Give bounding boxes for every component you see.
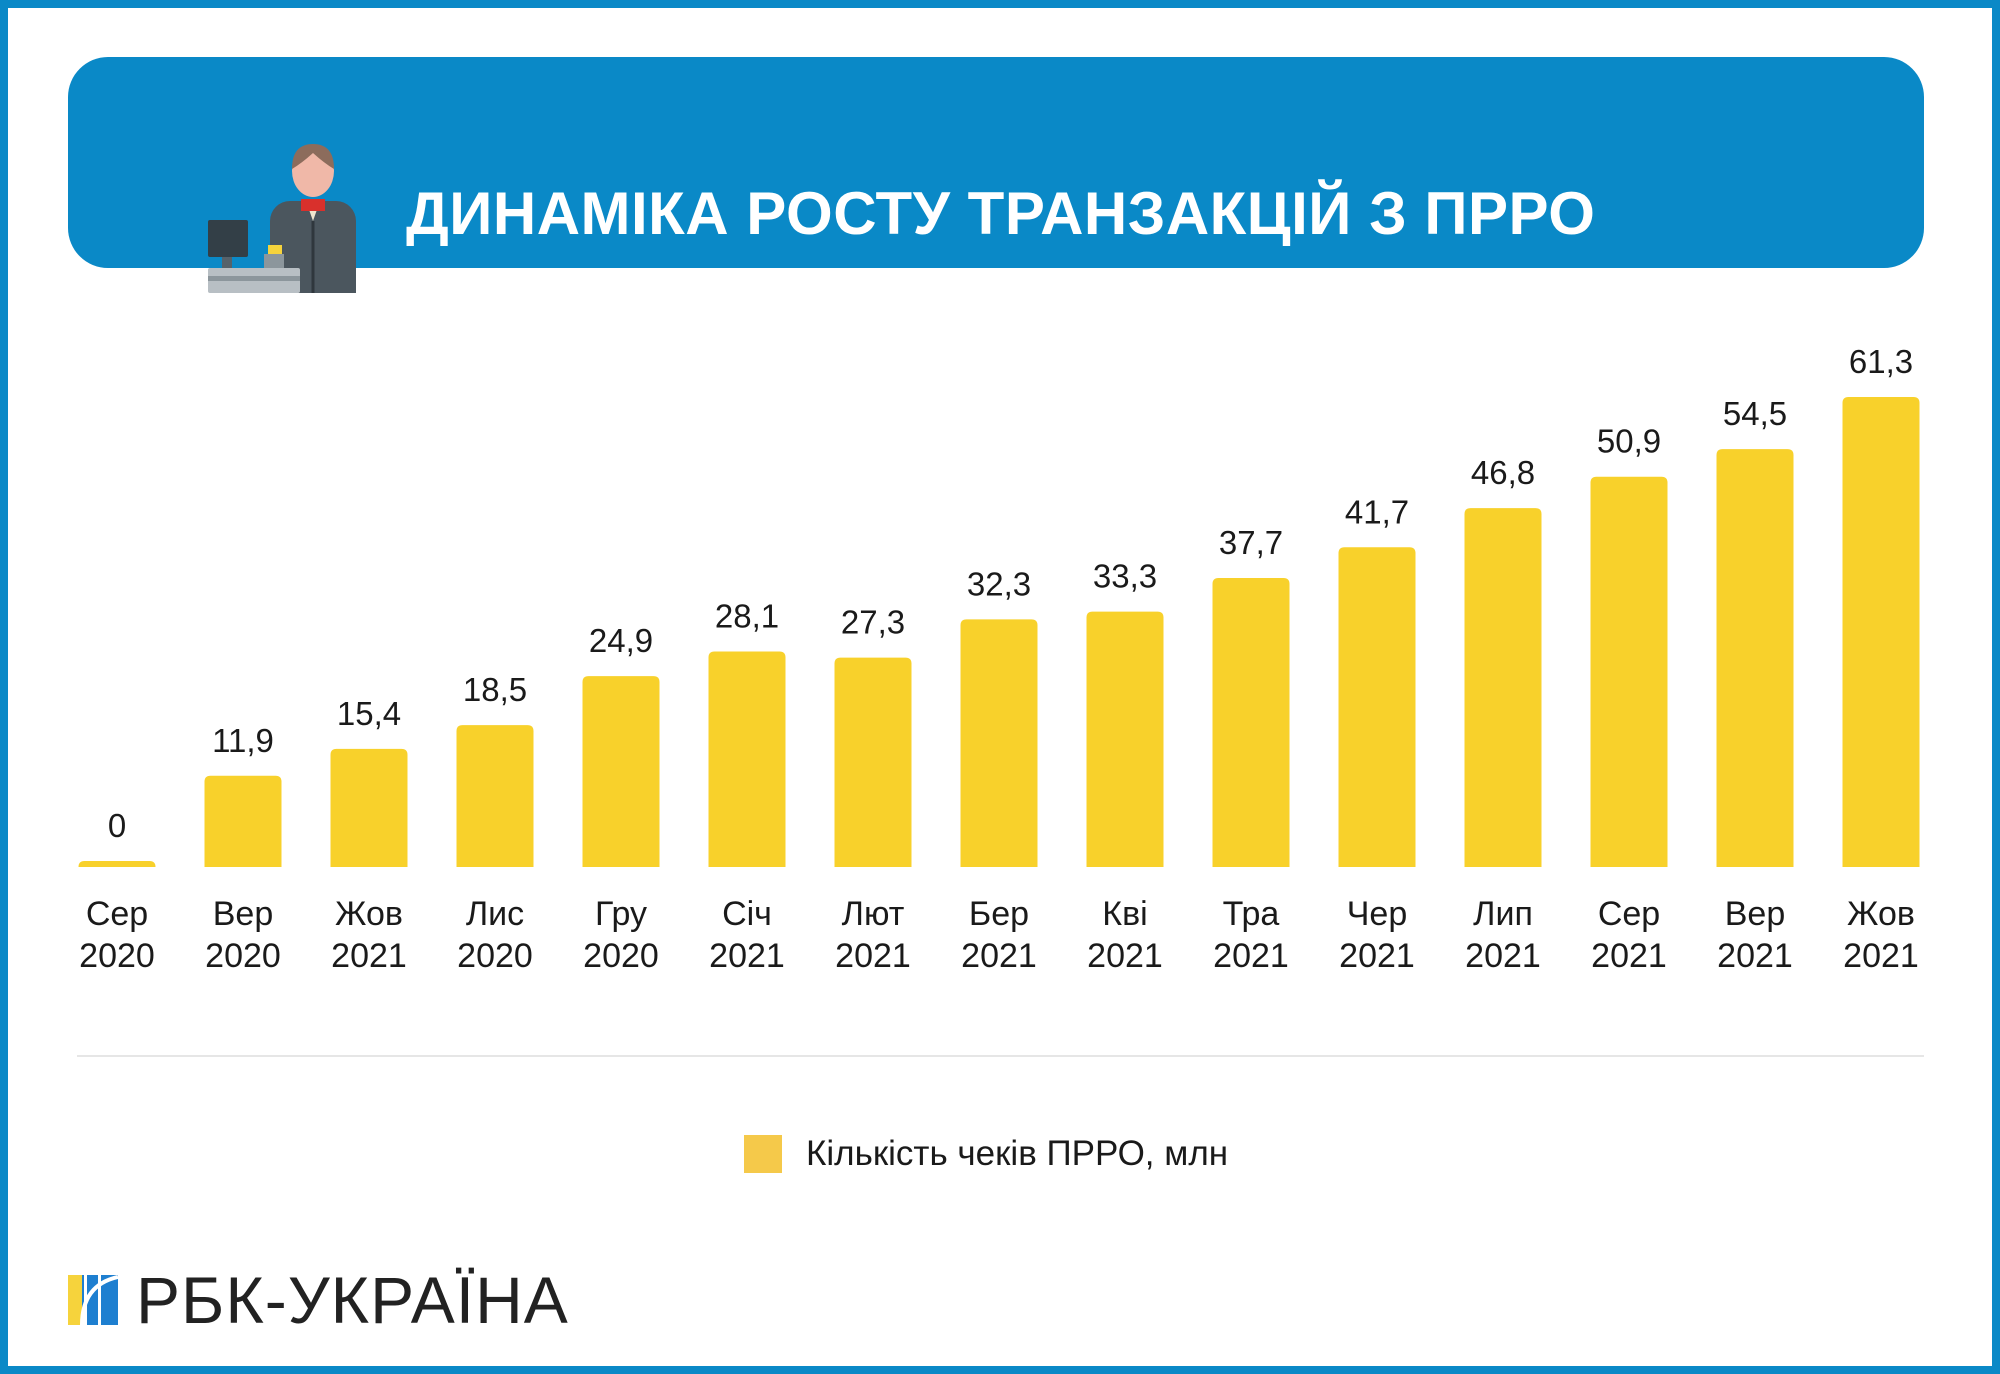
x-tick-label: 2020 (79, 937, 155, 975)
legend-swatch (744, 1135, 782, 1173)
data-label: 15,4 (337, 695, 401, 732)
rbc-ukraine-logo: РБК-УКРАЇНА (68, 1262, 569, 1338)
x-tick-label: Тра (1223, 895, 1280, 933)
x-tick-label: 2020 (457, 937, 533, 975)
x-tick-label: Сер (1598, 895, 1660, 933)
data-label: 37,7 (1219, 524, 1283, 561)
data-label: 32,3 (967, 565, 1031, 602)
x-tick-label: Вер (1725, 895, 1786, 933)
data-label: 24,9 (589, 622, 653, 659)
bar (1086, 611, 1164, 867)
x-tick-label: 2021 (1339, 937, 1415, 975)
x-tick-label: Січ (722, 895, 772, 933)
data-label: 27,3 (841, 604, 905, 641)
bar (330, 748, 408, 867)
logo-text: РБК-УКРАЇНА (136, 1263, 569, 1337)
data-label: 33,3 (1093, 558, 1157, 595)
x-tick-label: 2021 (1591, 937, 1667, 975)
x-tick-label: 2021 (1213, 937, 1289, 975)
x-tick-label: 2021 (961, 937, 1037, 975)
bar (1716, 449, 1794, 867)
data-label: 28,1 (715, 598, 779, 635)
x-tick-label: 2021 (1717, 937, 1793, 975)
x-tick-label: 2021 (1465, 937, 1541, 975)
header-banner: ДИНАМІКА РОСТУ ТРАНЗАКЦІЙ З ПРРО (68, 57, 1924, 293)
bar (1464, 508, 1542, 867)
legend-label: Кількість чеків ПРРО, млн (806, 1134, 1229, 1173)
logo-mark-icon (68, 1275, 118, 1325)
x-tick-label: Сер (86, 895, 148, 933)
bar (1338, 547, 1416, 867)
bar (1212, 577, 1290, 867)
x-tick-label: 2021 (1843, 937, 1919, 975)
x-tick-label: 2021 (835, 937, 911, 975)
bar-chart: 0 Сер 2020 11,9 Вер 2020 15,4 Жов 2021 18,5 Лис 202… (78, 343, 1920, 975)
data-label: 54,5 (1723, 395, 1787, 432)
data-label: 18,5 (463, 671, 527, 708)
data-label: 61,3 (1849, 343, 1913, 380)
x-tick-label: Вер (213, 895, 274, 933)
x-tick-label: 2021 (709, 937, 785, 975)
bar (834, 657, 912, 867)
data-label: 46,8 (1471, 454, 1535, 491)
x-tick-label: 2020 (583, 937, 659, 975)
x-tick-label: Жов (1847, 895, 1915, 933)
x-tick-label: 2021 (331, 937, 407, 975)
x-tick-label: Лис (466, 895, 524, 933)
bar (1590, 476, 1668, 867)
bar (582, 676, 660, 867)
cashier-icon (208, 144, 356, 293)
x-tick-label: Лип (1473, 895, 1533, 933)
bar (204, 775, 282, 867)
data-label: 11,9 (212, 722, 274, 759)
x-tick-label: Жов (335, 895, 403, 933)
bar (78, 861, 156, 867)
divider (77, 1055, 1924, 1057)
bar (456, 725, 534, 867)
bar (708, 651, 786, 867)
chart-title: ДИНАМІКА РОСТУ ТРАНЗАКЦІЙ З ПРРО (406, 180, 1596, 247)
data-label: 41,7 (1345, 493, 1409, 530)
x-tick-label: Лют (842, 895, 905, 933)
data-label: 0 (108, 807, 126, 844)
bar (1842, 397, 1920, 867)
data-label: 50,9 (1597, 423, 1661, 460)
x-tick-label: Кві (1102, 895, 1147, 933)
x-tick-label: 2020 (205, 937, 281, 975)
legend: Кількість чеків ПРРО, млн (744, 1134, 1228, 1174)
x-tick-label: Бер (969, 895, 1029, 933)
bar (960, 619, 1038, 867)
x-tick-label: Чер (1347, 895, 1407, 933)
x-tick-label: 2021 (1087, 937, 1163, 975)
x-tick-label: Гру (595, 895, 647, 933)
